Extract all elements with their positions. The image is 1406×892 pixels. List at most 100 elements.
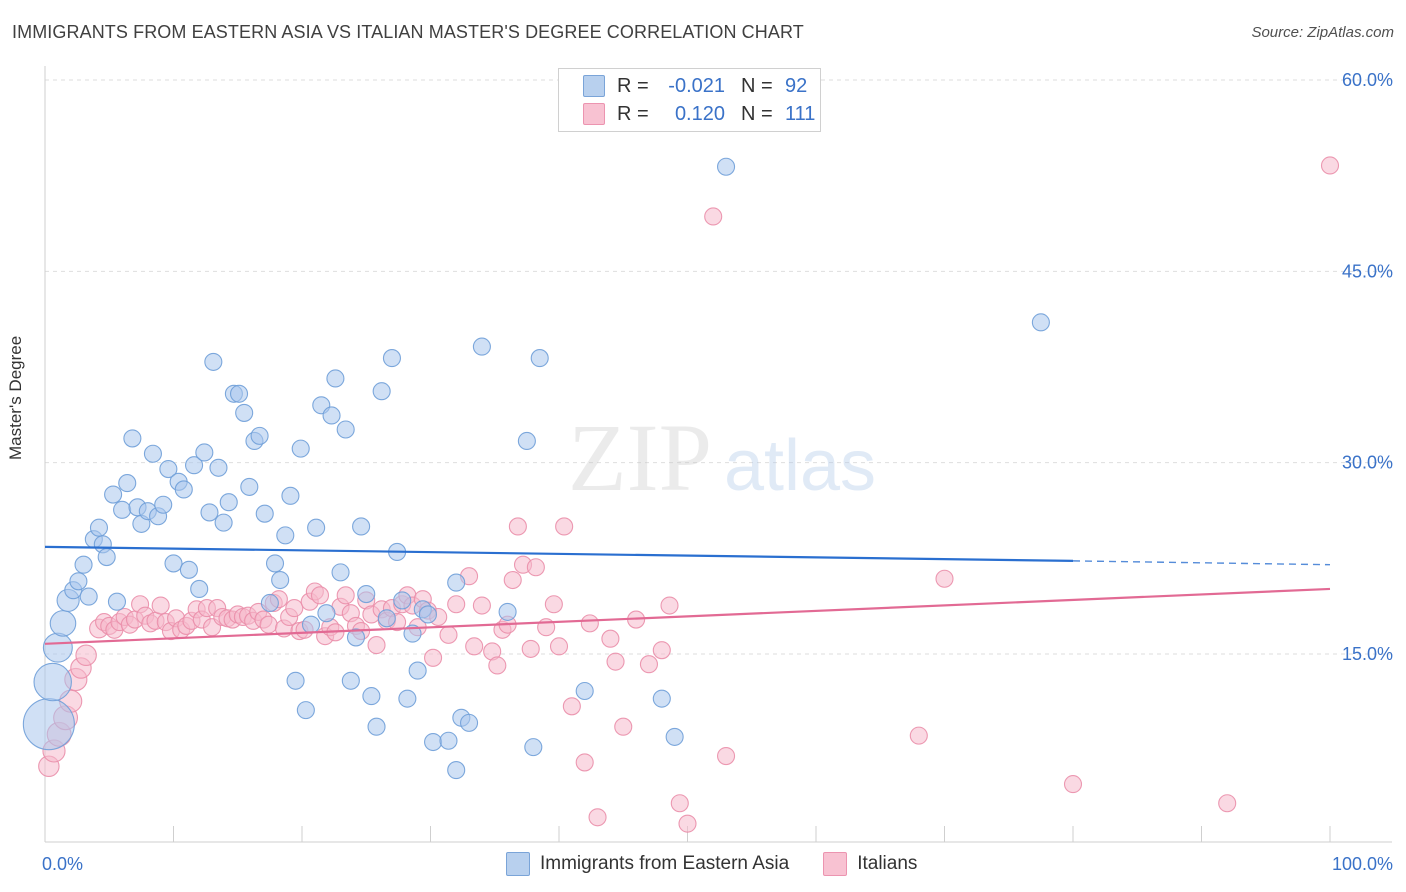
italians-point: [601, 629, 620, 648]
n-label: N =: [741, 74, 773, 97]
eastern-asia-point: [372, 382, 391, 401]
eastern-asia-point: [164, 554, 183, 573]
eastern-asia-point: [179, 560, 198, 579]
eastern-asia-point: [159, 459, 178, 479]
y-tick-label: 45.0%: [1342, 261, 1393, 281]
n-label: N =: [741, 102, 773, 125]
italians-point: [555, 517, 574, 536]
chart-title: IMMIGRANTS FROM EASTERN ASIA VS ITALIAN …: [12, 22, 804, 42]
eastern-asia-point: [317, 604, 336, 623]
r-value-pink: 0.120: [674, 102, 725, 125]
legend-label-eastern-asia: Immigrants from Eastern Asia: [540, 853, 790, 874]
eastern-asia-point: [123, 429, 142, 448]
x-tick-label: 100.0%: [1332, 854, 1393, 874]
grid-lines: [45, 79, 1392, 655]
eastern-asia-point: [652, 689, 671, 708]
eastern-asia-point: [291, 439, 310, 458]
italians-point: [580, 614, 599, 633]
italians-point: [488, 656, 507, 675]
eastern-asia-point: [74, 555, 93, 574]
eastern-asia-point: [107, 592, 127, 611]
italians-point: [588, 808, 607, 827]
italians-point: [909, 726, 928, 745]
italians-point: [424, 648, 443, 667]
italians-point: [1218, 794, 1237, 813]
eastern-asia-point: [352, 517, 371, 536]
eastern-asia-point: [89, 518, 109, 537]
legend-item-eastern-asia[interactable]: Immigrants from Eastern Asia: [506, 852, 789, 876]
eastern-asia-point: [200, 503, 219, 522]
eastern-asia-point: [174, 480, 193, 499]
italians-point: [285, 599, 304, 618]
italians-point: [526, 558, 545, 577]
x-tick-label: 0.0%: [42, 854, 83, 874]
eastern-asia-point: [382, 349, 402, 368]
italians-point: [549, 637, 569, 656]
eastern-asia-point: [377, 609, 396, 628]
r-label: R =: [617, 74, 649, 97]
italians-point: [259, 615, 278, 634]
eastern-asia-point: [398, 689, 417, 708]
pink-legend-swatch: [823, 852, 848, 876]
eastern-asia-point: [79, 587, 98, 606]
eastern-asia-point: [229, 384, 249, 403]
italians-point: [1320, 156, 1340, 175]
italians-point: [439, 625, 458, 644]
eastern-asia-point: [69, 572, 88, 591]
italians-point: [544, 595, 563, 614]
eastern-asia-point: [260, 593, 279, 613]
watermark: ZIP atlas: [568, 404, 876, 511]
eastern-asia-point: [301, 615, 321, 634]
italians-point: [716, 746, 736, 766]
italians-point: [336, 586, 355, 605]
source-credit: Source: ZipAtlas.com: [1251, 24, 1394, 41]
watermark-atlas: atlas: [724, 426, 876, 506]
italians-point: [678, 814, 697, 833]
italians-point: [465, 637, 484, 656]
eastern-asia-point: [255, 504, 274, 523]
eastern-asia-point: [209, 458, 228, 477]
data-points: [22, 156, 1340, 833]
eastern-asia-point: [190, 579, 209, 598]
eastern-asia-point: [240, 477, 259, 496]
series-legend: Immigrants from Eastern Asia Italians: [506, 852, 951, 876]
eastern-asia-point: [331, 563, 350, 582]
eastern-asia-point: [447, 761, 466, 780]
italians-point: [639, 655, 659, 674]
eastern-asia-point: [219, 493, 238, 512]
eastern-asia-point: [665, 727, 684, 746]
italians-point: [575, 753, 594, 772]
eastern-asia-point: [33, 662, 72, 702]
eastern-asia-point: [393, 591, 412, 610]
eastern-asia-point: [118, 474, 137, 493]
eastern-asia-point: [214, 513, 233, 532]
italians-point: [508, 517, 527, 536]
italians-point: [75, 644, 97, 667]
eastern-asia-point: [472, 337, 491, 356]
italians-point: [704, 207, 723, 226]
y-tick-label: 60.0%: [1342, 70, 1393, 90]
eastern-asia-point: [459, 713, 479, 732]
eastern-asia-point: [195, 443, 214, 462]
n-value-blue: 92: [785, 74, 808, 97]
eastern-asia-point: [185, 456, 204, 475]
italians-point: [935, 569, 954, 588]
eastern-asia-point: [97, 548, 116, 567]
y-tick-label: 30.0%: [1342, 453, 1393, 473]
eastern-asia-point: [517, 431, 536, 451]
italians-point: [660, 596, 679, 615]
eastern-asia-point: [336, 420, 355, 439]
legend-item-italians[interactable]: Italians: [823, 852, 917, 876]
italians-point: [367, 636, 386, 655]
eastern-asia-point: [286, 671, 305, 690]
y-axis-label: Master's Degree: [6, 335, 25, 460]
eastern-asia-point: [204, 352, 223, 371]
eastern-asia-point: [439, 731, 458, 750]
blue-swatch: [583, 75, 605, 97]
eastern-asia-point: [322, 406, 341, 425]
italians-point: [521, 639, 540, 658]
italians-point: [310, 586, 330, 605]
eastern-asia-point: [265, 554, 285, 573]
eastern-asia-point: [346, 628, 366, 647]
